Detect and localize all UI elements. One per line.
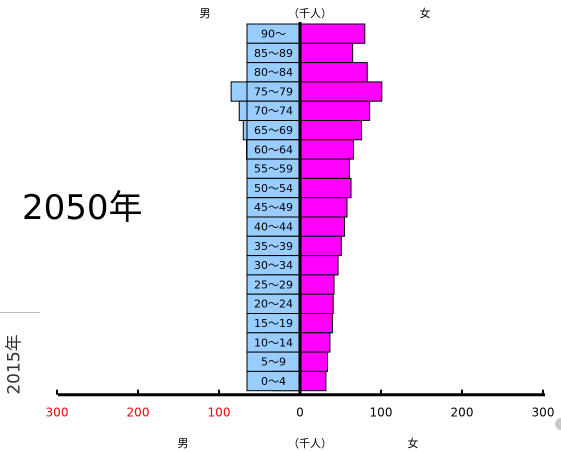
- x-tick-label: 100: [208, 406, 231, 420]
- age-label: 10～14: [254, 336, 293, 349]
- female-bar: [299, 332, 331, 353]
- age-label: 45～49: [254, 201, 293, 214]
- age-label: 80～84: [254, 66, 293, 79]
- x-tick-label: 200: [451, 406, 474, 420]
- age-label: 40～44: [254, 221, 293, 234]
- age-label: 55～59: [254, 163, 293, 176]
- female-bar: [299, 197, 348, 218]
- female-bar: [299, 216, 346, 237]
- female-bar: [299, 42, 354, 64]
- header-female-label: 女: [420, 6, 431, 20]
- female-bar: [299, 158, 350, 179]
- female-bar: [299, 235, 342, 257]
- age-label: 90～: [261, 28, 286, 41]
- female-bar: [299, 293, 334, 315]
- female-bar: [299, 139, 354, 160]
- age-label: 60～64: [254, 143, 293, 156]
- footer-female-label: 女: [408, 436, 419, 450]
- footer-male-label: 男: [178, 437, 189, 450]
- age-label: 75～79: [254, 85, 293, 98]
- side-divider-line: [0, 312, 40, 313]
- x-tick-label: 200: [127, 406, 150, 420]
- x-tick-label: 300: [532, 406, 555, 420]
- female-bar: [299, 100, 371, 121]
- x-tick-label: 300: [46, 406, 69, 420]
- scroll-indicator: [555, 418, 561, 430]
- female-bar: [299, 255, 339, 276]
- female-bar: [299, 81, 383, 102]
- female-bar: [299, 177, 352, 199]
- age-label: 15～19: [254, 317, 293, 330]
- age-label: 30～34: [254, 259, 293, 272]
- age-label: 65～69: [254, 124, 293, 137]
- header-unit-label: （千人）: [288, 7, 332, 20]
- year-title: 2050年: [22, 188, 143, 228]
- age-label: 25～29: [254, 278, 293, 291]
- age-label: 5～9: [261, 356, 286, 369]
- age-label: 85～89: [254, 47, 293, 60]
- female-bar: [299, 274, 335, 295]
- age-label: 35～39: [254, 240, 293, 253]
- female-bar: [299, 23, 366, 44]
- footer-unit-label: （千人）: [288, 437, 332, 450]
- age-label: 0～4: [261, 375, 286, 388]
- female-bar: [299, 313, 333, 334]
- age-label: 20～24: [254, 298, 293, 311]
- header-male-label: 男: [200, 7, 211, 20]
- x-tick-label: 100: [370, 406, 393, 420]
- female-bar: [299, 351, 329, 372]
- female-bar: [299, 370, 327, 392]
- x-tick-label: 0: [296, 406, 304, 420]
- age-label: 50～54: [254, 182, 293, 195]
- female-bar: [299, 120, 363, 141]
- female-bar: [299, 62, 368, 83]
- age-label: 70～74: [254, 105, 293, 118]
